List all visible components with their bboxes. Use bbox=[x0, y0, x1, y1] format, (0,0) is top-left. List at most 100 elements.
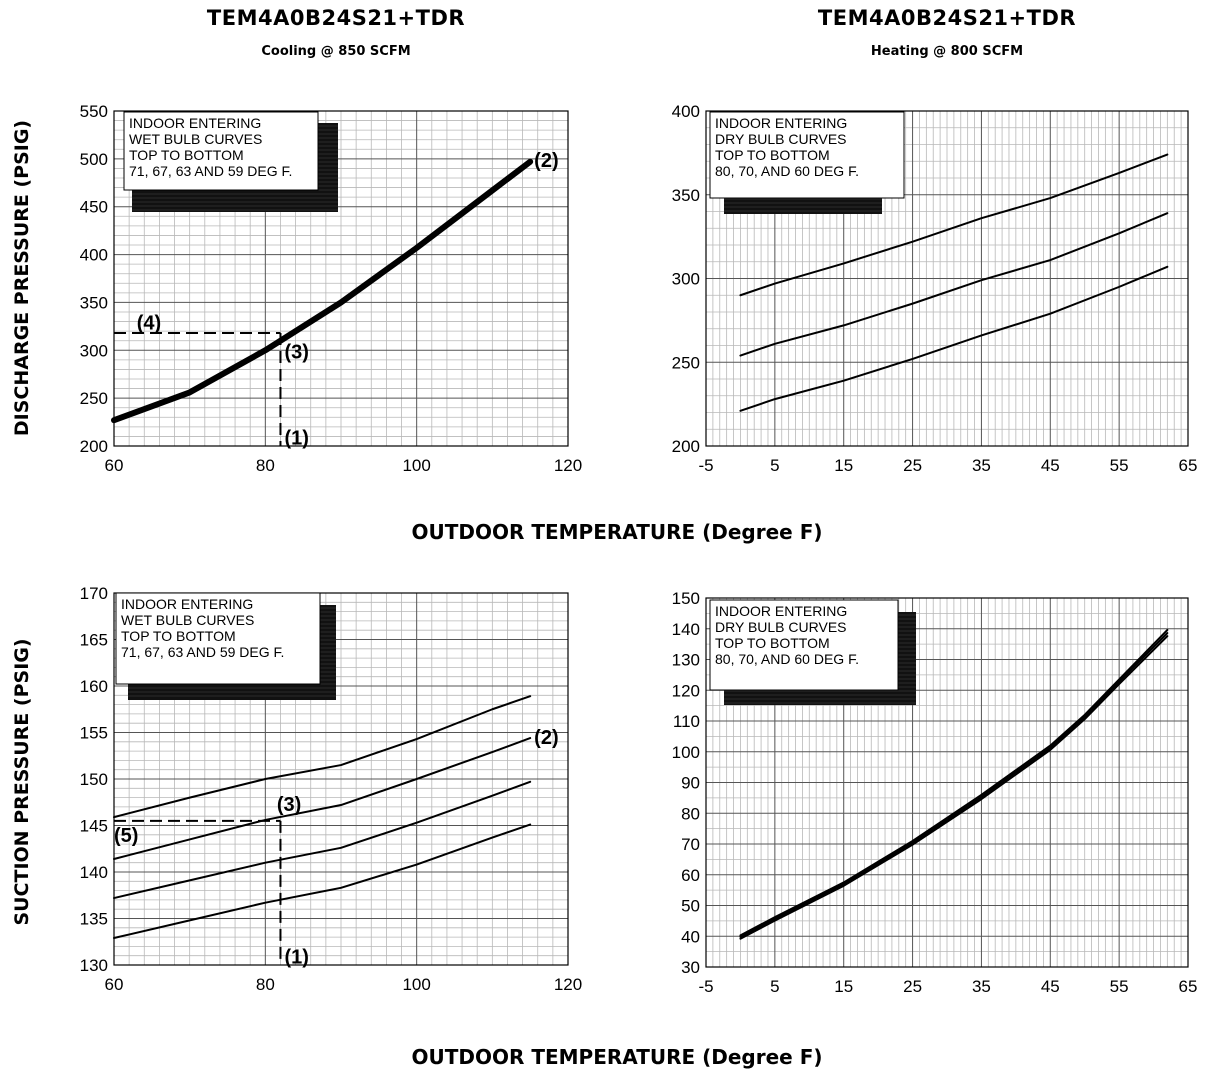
suction-heating-series-line-2 bbox=[739, 632, 1169, 938]
suction-heating-x-tick-label: 15 bbox=[834, 977, 853, 996]
discharge-heating-y-tick-label: 200 bbox=[672, 437, 700, 456]
suction-cooling-y-tick-label: 165 bbox=[80, 631, 108, 650]
discharge-heating-legend-line: 80, 70, AND 60 DEG F. bbox=[715, 163, 859, 179]
suction-heating-x-tick-label: -5 bbox=[698, 977, 713, 996]
discharge-heating-legend-box bbox=[709, 111, 905, 199]
suction-heating-y-tick-label: 130 bbox=[672, 651, 700, 670]
discharge-cooling-legend-line: INDOOR ENTERING bbox=[129, 115, 261, 131]
right-title: TEM4A0B24S21+TDR bbox=[817, 6, 1077, 30]
suction-cooling-annotation-label: (1) bbox=[284, 947, 308, 969]
discharge-cooling-annotation-label: (2) bbox=[534, 150, 558, 172]
discharge-heating-series-line-1 bbox=[739, 153, 1169, 297]
suction-cooling-legend-box bbox=[115, 592, 321, 685]
discharge-cooling-series-line-1 bbox=[111, 158, 534, 424]
discharge-heating-y-tick-label: 400 bbox=[672, 102, 700, 121]
suction-cooling-annotation-label: (2) bbox=[534, 727, 558, 749]
suction-cooling-legend-line: TOP TO BOTTOM bbox=[121, 628, 236, 644]
suction-cooling-y-tick-label: 130 bbox=[80, 956, 108, 975]
discharge-cooling-y-tick-label: 250 bbox=[80, 389, 108, 408]
discharge-cooling-legend-line: TOP TO BOTTOM bbox=[129, 147, 244, 163]
discharge-heating-legend-line: INDOOR ENTERING bbox=[715, 115, 847, 131]
discharge-heating-series-line-2 bbox=[739, 212, 1169, 357]
suction-cooling-series-line-4 bbox=[113, 823, 532, 940]
discharge-cooling-legend-line: WET BULB CURVES bbox=[129, 131, 262, 147]
suction-heating-y-tick-label: 140 bbox=[672, 620, 700, 639]
suction-cooling-y-tick-label: 170 bbox=[80, 584, 108, 603]
suction-cooling-annotation-label: (3) bbox=[277, 794, 301, 816]
suction-heating-series-line-1 bbox=[739, 628, 1169, 937]
suction-heating-y-tick-label: 80 bbox=[681, 804, 700, 823]
suction-cooling-series-line-1 bbox=[113, 695, 532, 819]
suction-heating-y-tick-label: 90 bbox=[681, 774, 700, 793]
discharge-cooling-plot-frame bbox=[113, 110, 569, 447]
discharge-cooling-legend-box bbox=[123, 111, 319, 191]
discharge-heating-x-tick-label: -5 bbox=[698, 456, 713, 475]
suction-cooling-y-tick-label: 160 bbox=[80, 677, 108, 696]
discharge-cooling-y-tick-label: 550 bbox=[80, 102, 108, 121]
suction-cooling-legend-line: INDOOR ENTERING bbox=[121, 596, 253, 612]
suction-heating-legend-line: DRY BULB CURVES bbox=[715, 619, 847, 635]
discharge-heating-x-tick-label: 35 bbox=[972, 456, 991, 475]
discharge-cooling-x-tick-label: 100 bbox=[402, 456, 430, 475]
discharge-heating-legend-line: DRY BULB CURVES bbox=[715, 131, 847, 147]
suction-cooling-legend-line: WET BULB CURVES bbox=[121, 612, 254, 628]
suction-heating-y-tick-label: 150 bbox=[672, 589, 700, 608]
suction-heating-legend-line: 80, 70, AND 60 DEG F. bbox=[715, 651, 859, 667]
discharge-cooling-y-tick-label: 300 bbox=[80, 341, 108, 360]
discharge-cooling-annotation-label: (1) bbox=[284, 427, 308, 449]
discharge-heating-x-tick-label: 25 bbox=[903, 456, 922, 475]
discharge-heating-x-tick-label: 5 bbox=[770, 456, 779, 475]
discharge-cooling-y-tick-label: 450 bbox=[80, 198, 108, 217]
discharge-cooling-y-tick-label: 400 bbox=[80, 246, 108, 265]
suction-heating-x-tick-label: 65 bbox=[1179, 977, 1198, 996]
discharge-heating-x-tick-label: 15 bbox=[834, 456, 853, 475]
suction-heating-y-tick-label: 110 bbox=[673, 712, 700, 731]
suction-cooling-y-tick-label: 140 bbox=[80, 863, 108, 882]
discharge-heating-x-tick-label: 55 bbox=[1110, 456, 1129, 475]
discharge-heating-y-tick-label: 300 bbox=[672, 270, 700, 289]
discharge-heating-x-tick-label: 65 bbox=[1179, 456, 1198, 475]
suction-heating-legend-line: INDOOR ENTERING bbox=[715, 603, 847, 619]
discharge-cooling-y-tick-label: 350 bbox=[80, 293, 108, 312]
suction-heating-y-tick-label: 100 bbox=[672, 743, 700, 762]
left-subtitle: Cooling @ 850 SCFM bbox=[261, 44, 411, 59]
suction-heating-y-tick-label: 50 bbox=[681, 897, 700, 916]
suction-cooling-x-tick-label: 80 bbox=[256, 975, 275, 994]
discharge-cooling-x-tick-label: 80 bbox=[256, 456, 275, 475]
suction-heating-x-tick-label: 25 bbox=[903, 977, 922, 996]
suction-cooling-y-tick-label: 155 bbox=[80, 724, 108, 743]
suction-cooling-x-tick-label: 60 bbox=[105, 975, 124, 994]
suction-cooling-legend-line: 71, 67, 63 AND 59 DEG F. bbox=[121, 644, 284, 660]
discharge-cooling-y-tick-label: 500 bbox=[80, 150, 108, 169]
suction-heating-y-tick-label: 120 bbox=[672, 681, 700, 700]
xlabel-top: OUTDOOR TEMPERATURE (Degree F) bbox=[411, 520, 823, 544]
suction-cooling-series-line-3 bbox=[113, 780, 532, 900]
suction-cooling-plot-frame bbox=[113, 592, 569, 966]
suction-heating-x-tick-label: 35 bbox=[972, 977, 991, 996]
suction-heating-y-tick-label: 60 bbox=[681, 866, 700, 885]
suction-heating-x-tick-label: 55 bbox=[1110, 977, 1129, 996]
suction-cooling-series-line-2 bbox=[113, 737, 532, 860]
suction-heating-series-line-3 bbox=[739, 635, 1169, 940]
discharge-cooling-y-tick-label: 200 bbox=[80, 437, 108, 456]
suction-cooling-annotation-label: (5) bbox=[114, 825, 138, 847]
suction-heating-x-tick-label: 5 bbox=[770, 977, 779, 996]
discharge-heating-legend-line: TOP TO BOTTOM bbox=[715, 147, 830, 163]
discharge-cooling-annotation-label: (4) bbox=[137, 313, 161, 335]
discharge-cooling-annotation-label: (3) bbox=[284, 341, 308, 363]
discharge-cooling-x-tick-label: 120 bbox=[554, 456, 582, 475]
suction-heating-x-tick-label: 45 bbox=[1041, 977, 1060, 996]
suction-cooling-x-tick-label: 120 bbox=[554, 975, 582, 994]
discharge-heating-y-tick-label: 250 bbox=[672, 353, 700, 372]
suction-cooling-y-tick-label: 135 bbox=[80, 910, 108, 929]
xlabel-bottom: OUTDOOR TEMPERATURE (Degree F) bbox=[411, 1045, 823, 1069]
suction-heating-legend-line: TOP TO BOTTOM bbox=[715, 635, 830, 651]
discharge-heating-plot-frame bbox=[705, 110, 1189, 447]
left-title: TEM4A0B24S21+TDR bbox=[206, 6, 466, 30]
right-subtitle: Heating @ 800 SCFM bbox=[870, 44, 1024, 59]
suction-heating-y-tick-label: 70 bbox=[681, 835, 700, 854]
discharge-heating-y-tick-label: 350 bbox=[672, 186, 700, 205]
suction-heating-y-tick-label: 30 bbox=[681, 958, 700, 977]
discharge-cooling-x-tick-label: 60 bbox=[105, 456, 124, 475]
